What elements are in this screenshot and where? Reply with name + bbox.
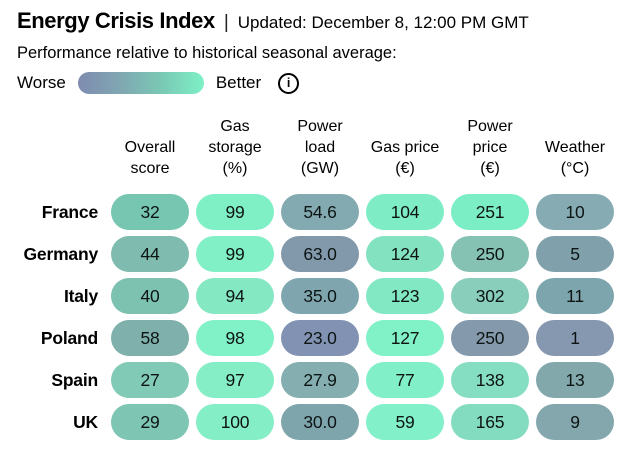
cell-uk-gas-storage: 100: [196, 404, 274, 440]
cell-poland-power-load: 23.0: [281, 320, 359, 356]
cell-germany-power-price: 250: [451, 236, 529, 272]
cell-germany-power-load: 63.0: [281, 236, 359, 272]
cell-germany-gas-storage: 99: [196, 236, 274, 272]
heatmap-table: Overall score Gas storage (%) Power load (…: [12, 116, 642, 440]
cell-poland-gas-price: 127: [366, 320, 444, 356]
legend-gradient-bar: [77, 72, 204, 94]
legend-worse-label: Worse: [17, 73, 66, 92]
cell-uk-gas-price: 59: [366, 404, 444, 440]
column-header-power-load: Power load (GW): [297, 118, 343, 177]
cell-germany-overall-score: 44: [111, 236, 189, 272]
cell-france-gas-storage: 99: [196, 194, 274, 230]
cell-uk-weather: 9: [536, 404, 614, 440]
column-headers: Overall score Gas storage (%) Power load (…: [12, 116, 642, 179]
legend-better-label: Better: [215, 73, 262, 92]
color-legend: Worse Better i: [17, 72, 642, 94]
cell-france-power-load: 54.6: [281, 194, 359, 230]
table-body: France 32 99 54.6 104 251 10 Germany 44 99 63.0 124…: [12, 194, 642, 440]
cell-france-power-price: 251: [451, 194, 529, 230]
cell-italy-gas-price: 123: [366, 278, 444, 314]
info-icon[interactable]: i: [278, 72, 300, 94]
column-header-gas-storage: Gas storage (%): [208, 118, 262, 177]
cell-spain-gas-price: 77: [366, 362, 444, 398]
cell-italy-gas-storage: 94: [196, 278, 274, 314]
cell-poland-overall-score: 58: [111, 320, 189, 356]
cell-spain-power-load: 27.9: [281, 362, 359, 398]
cell-italy-power-load: 35.0: [281, 278, 359, 314]
cell-france-weather: 10: [536, 194, 614, 230]
cell-spain-overall-score: 27: [111, 362, 189, 398]
cell-germany-gas-price: 124: [366, 236, 444, 272]
cell-uk-overall-score: 29: [111, 404, 189, 440]
row-label-germany: Germany: [23, 243, 99, 264]
header: Energy Crisis Index | Updated: December …: [0, 0, 642, 94]
column-header-weather: Weather (°C): [544, 139, 606, 177]
column-header-power-price: Power price (€): [467, 118, 513, 177]
cell-italy-power-price: 302: [451, 278, 529, 314]
cell-spain-weather: 13: [536, 362, 614, 398]
subtitle: Performance relative to historical seaso…: [17, 44, 397, 62]
column-header-gas-price: Gas price (€): [370, 139, 440, 177]
cell-poland-gas-storage: 98: [196, 320, 274, 356]
title-row: Energy Crisis Index | Updated: December …: [17, 8, 642, 34]
row-label-poland: Poland: [40, 327, 98, 348]
title-separator: |: [223, 12, 229, 33]
column-header-overall-score: Overall score: [124, 139, 176, 177]
cell-france-overall-score: 32: [111, 194, 189, 230]
cell-germany-weather: 5: [536, 236, 614, 272]
cell-poland-weather: 1: [536, 320, 614, 356]
row-label-uk: UK: [73, 411, 98, 432]
cell-uk-power-price: 165: [451, 404, 529, 440]
row-label-italy: Italy: [63, 285, 98, 306]
cell-poland-power-price: 250: [451, 320, 529, 356]
row-label-spain: Spain: [51, 369, 98, 390]
cell-spain-power-price: 138: [451, 362, 529, 398]
cell-spain-gas-storage: 97: [196, 362, 274, 398]
cell-uk-power-load: 30.0: [281, 404, 359, 440]
page-title: Energy Crisis Index: [17, 8, 215, 33]
cell-italy-overall-score: 40: [111, 278, 189, 314]
cell-france-gas-price: 104: [366, 194, 444, 230]
row-label-france: France: [41, 201, 98, 222]
cell-italy-weather: 11: [536, 278, 614, 314]
updated-timestamp: Updated: December 8, 12:00 PM GMT: [237, 13, 529, 32]
